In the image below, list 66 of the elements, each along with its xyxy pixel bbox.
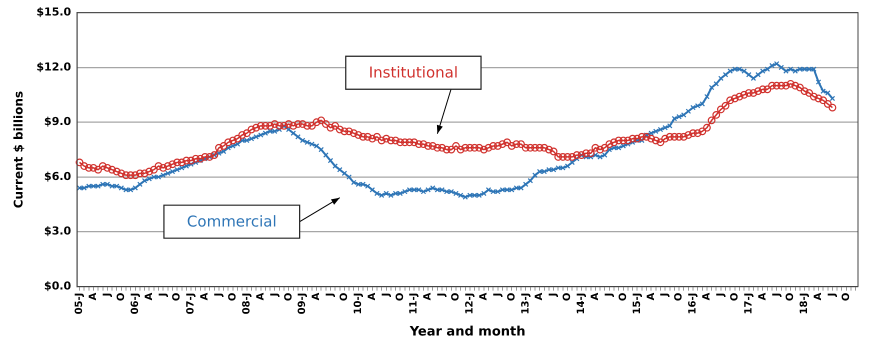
x-tick-label: J [214,292,225,298]
text: Institutional [368,64,458,82]
y-tick-label: $0.0 [44,279,72,292]
x-tick-label: 18-J [799,292,810,314]
y-tick-label: $12.0 [36,60,72,74]
x-tick-label: 10-J [352,292,364,314]
x-tick-label: 17-J [743,292,754,314]
x-tick-label: J [102,292,113,298]
x-tick-label: 08-J [241,292,252,314]
x-tick-label: A [200,292,211,300]
x-tick-label: A [311,292,322,300]
x-tick-label: O [116,292,127,302]
x-tick-label: J [715,292,726,298]
x-tick-label: J [325,292,336,298]
x-tick-label: A [88,292,100,300]
x-tick-label: O [674,292,685,302]
x-tick-label: 12-J [464,292,476,314]
x-tick-label: A [255,292,266,300]
x-tick-label: 11-J [408,292,420,314]
x-tick-label: J [269,292,280,298]
x-tick-label: 06-J [130,292,141,314]
x-tick-label: A [422,292,434,300]
x-tick-label: A [534,292,546,300]
x-tick-label: O [450,292,462,302]
x-tick-label: J [380,292,392,298]
x-tick-label: J [604,292,615,298]
x-tick-label: A [813,292,824,300]
x-tick-label: 05-J [74,292,86,314]
x-tick-label: J [827,292,838,298]
x-tick-label: J [771,292,782,298]
x-tick-label: 14-J [576,292,588,314]
x-tick-label: A [702,292,713,300]
x-tick-label: 16-J [688,292,699,314]
x-tick-label: A [478,292,490,300]
x-tick-label: O [840,292,852,302]
x-tick-label: O [227,292,238,302]
x-tick-label: 13-J [520,292,532,314]
x-tick-label: A [646,292,657,300]
y-axis-title: Current $ billions [11,90,26,208]
x-tick-label: J [492,292,504,298]
x-tick-label: A [144,292,155,300]
x-tick-label: J [158,292,169,298]
x-axis-title: Year and month [408,324,526,340]
x-tick-label: O [506,292,518,302]
x-tick-label: J [436,292,448,298]
x-tick-label: A [590,292,601,300]
x-tick-label: A [757,292,768,300]
y-tick-label: $15.0 [36,5,72,18]
y-tick-label: $3.0 [44,224,72,238]
x-tick-label: 09-J [297,292,308,314]
x-tick-label: O [339,292,350,302]
x-tick-label: 15-J [632,292,643,314]
x-tick-label: O [785,292,796,302]
text: Commercial [186,212,277,231]
y-tick-label: $9.0 [44,115,72,128]
x-tick-label: J [548,292,560,298]
x-tick-label: O [283,292,294,302]
x-tick-label: O [729,292,740,302]
x-tick-label: J [660,292,671,298]
y-tick-label: $6.0 [44,170,72,183]
x-tick-label: O [394,292,406,302]
x-tick-label: O [618,292,629,302]
x-tick-label: O [562,292,574,302]
x-tick-label: O [172,292,183,302]
x-tick-label: A [366,292,378,300]
x-tick-label: 07-J [186,292,197,314]
